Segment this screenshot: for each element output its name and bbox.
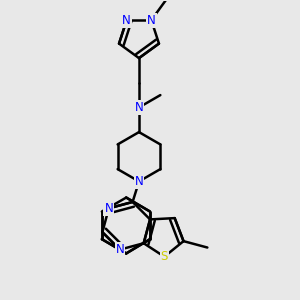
Text: N: N — [135, 101, 143, 114]
Text: N: N — [147, 14, 156, 27]
Text: N: N — [122, 14, 131, 27]
Text: S: S — [161, 250, 168, 263]
Text: N: N — [104, 202, 113, 215]
Text: N: N — [116, 243, 124, 256]
Text: N: N — [135, 175, 143, 188]
